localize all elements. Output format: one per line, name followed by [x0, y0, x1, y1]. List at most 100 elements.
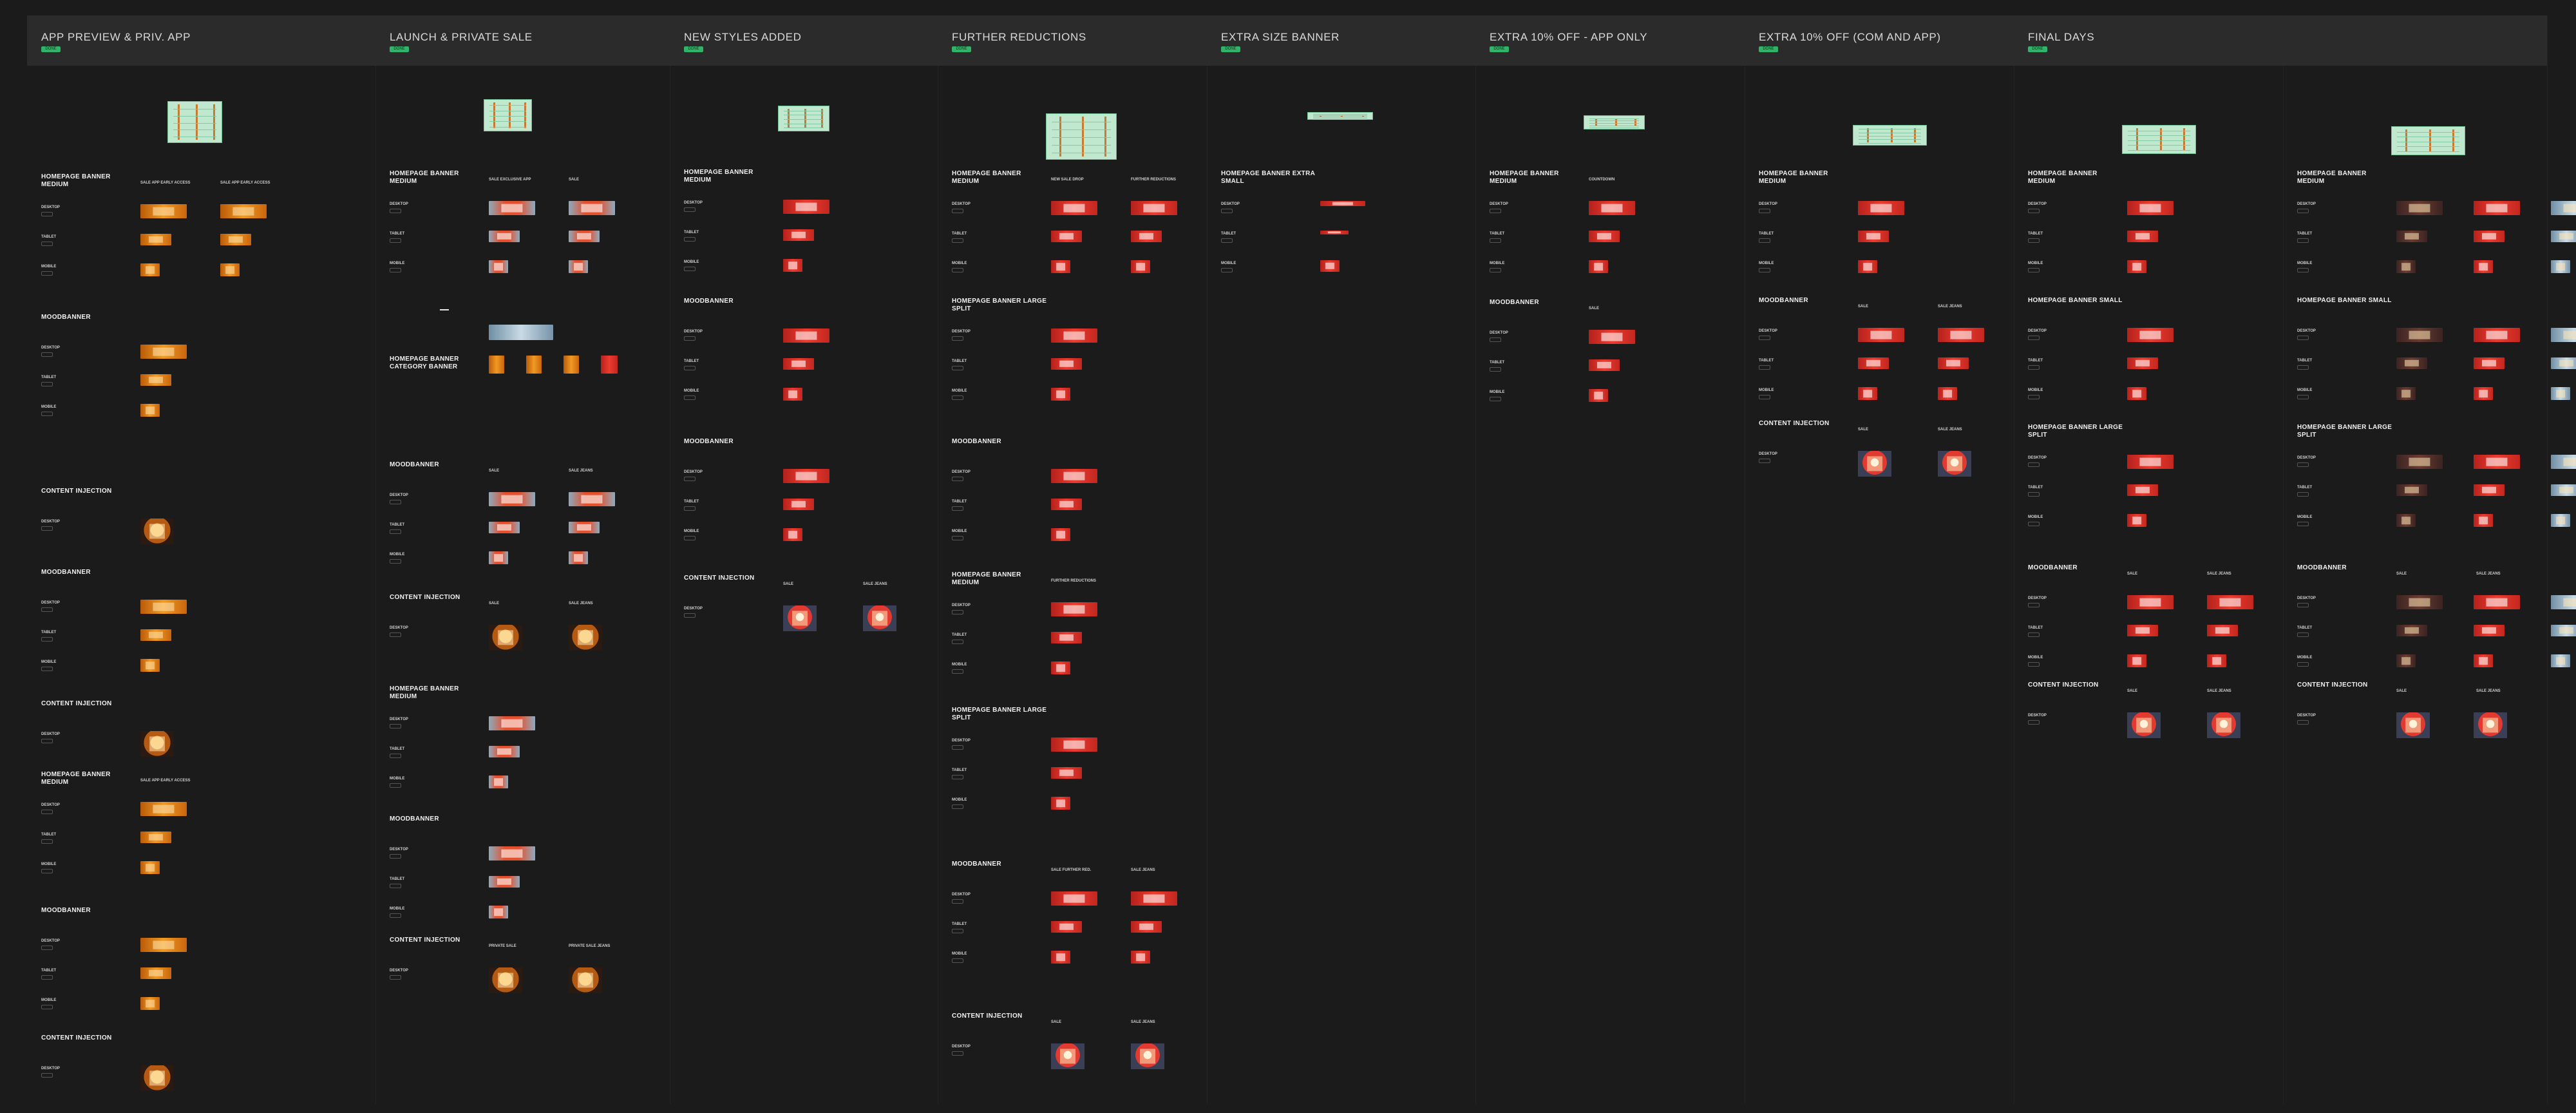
banner-preview[interactable] — [1051, 231, 1082, 242]
banner-preview[interactable] — [569, 551, 588, 564]
board-column[interactable]: FINAL DAYS DONE HOMEPAGE BANNER MEDIUM DESK… — [2014, 15, 2284, 1104]
banner-preview[interactable] — [2207, 625, 2238, 636]
banner-preview[interactable] — [2474, 260, 2493, 273]
banner-preview[interactable] — [220, 204, 267, 218]
banner-preview[interactable] — [140, 234, 171, 245]
banner-preview[interactable] — [1938, 387, 1957, 400]
banner-preview[interactable] — [2551, 514, 2570, 527]
banner-preview[interactable] — [489, 876, 520, 888]
banner-preview[interactable] — [1051, 201, 1097, 215]
banner-preview[interactable] — [489, 201, 535, 215]
banner-preview[interactable] — [1320, 260, 1340, 272]
board-column[interactable]: FURTHER REDUCTIONS DONE HOMEPAGE BANNER ME… — [938, 15, 1208, 1104]
banner-preview[interactable] — [2551, 260, 2570, 273]
banner-preview[interactable] — [489, 551, 508, 564]
banner-preview[interactable] — [1589, 330, 1635, 344]
column-header[interactable] — [2283, 15, 2547, 66]
board-column[interactable]: EXTRA SIZE BANNER DONE HOMEPAGE BANNER EXT… — [1207, 15, 1476, 1104]
banner-preview[interactable] — [2396, 455, 2443, 469]
banner-preview[interactable] — [783, 229, 814, 241]
banner-preview[interactable] — [1051, 661, 1070, 674]
category-tile[interactable] — [526, 356, 542, 374]
banner-preview[interactable] — [1858, 260, 1877, 273]
column-header[interactable]: FURTHER REDUCTIONS DONE — [938, 15, 1207, 66]
banner-preview[interactable] — [2127, 260, 2146, 273]
banner-preview[interactable] — [2474, 712, 2507, 738]
banner-preview[interactable] — [1589, 389, 1608, 402]
banner-preview[interactable] — [2551, 654, 2570, 667]
banner-preview[interactable] — [140, 832, 171, 843]
banner-preview[interactable] — [1051, 499, 1082, 510]
board-column[interactable]: APP PREVIEW & PRIV. APP DONE HOMEPAGE BANN… — [27, 15, 376, 1104]
banner-preview[interactable] — [2127, 231, 2158, 242]
banner-preview[interactable] — [2551, 387, 2570, 400]
banner-preview[interactable] — [1938, 451, 1971, 477]
column-header[interactable]: FINAL DAYS DONE — [2014, 15, 2283, 66]
banner-preview[interactable] — [2127, 387, 2146, 400]
banner-preview[interactable] — [140, 802, 187, 816]
banner-preview[interactable] — [1320, 231, 1349, 234]
banner-preview[interactable] — [569, 967, 602, 993]
banner-preview[interactable] — [1131, 1043, 1164, 1069]
banner-preview[interactable] — [569, 260, 588, 273]
banner-preview[interactable] — [2396, 231, 2427, 242]
banner-preview[interactable] — [569, 231, 600, 242]
homepage-preview-thumbnail[interactable] — [484, 99, 532, 131]
banner-preview[interactable] — [1051, 388, 1070, 401]
banner-preview[interactable] — [1051, 328, 1097, 343]
banner-preview[interactable] — [1589, 201, 1635, 215]
banner-preview[interactable] — [1589, 359, 1620, 371]
banner-preview[interactable] — [1858, 387, 1877, 400]
banner-preview[interactable] — [2127, 595, 2174, 609]
banner-preview[interactable] — [2127, 654, 2146, 667]
column-header[interactable]: EXTRA 10% OFF (COM AND APP) DONE — [1745, 15, 2014, 66]
homepage-preview-thumbnail[interactable] — [1853, 125, 1927, 146]
banner-preview[interactable] — [140, 967, 171, 979]
banner-preview[interactable] — [140, 938, 187, 952]
banner-preview[interactable] — [2551, 231, 2576, 242]
banner-preview[interactable] — [1589, 231, 1620, 242]
banner-preview[interactable] — [2551, 357, 2576, 369]
column-header[interactable]: LAUNCH & PRIVATE SALE DONE — [375, 15, 670, 66]
banner-preview[interactable] — [1858, 328, 1904, 342]
banner-preview[interactable] — [140, 600, 187, 614]
banner-preview[interactable] — [140, 345, 187, 359]
banner-preview[interactable] — [1131, 201, 1177, 215]
banner-preview[interactable] — [489, 260, 508, 273]
banner-preview[interactable] — [2474, 625, 2505, 636]
homepage-preview-thumbnail[interactable] — [1046, 113, 1117, 160]
banner-preview[interactable] — [2127, 712, 2161, 738]
banner-preview[interactable] — [783, 259, 802, 272]
banner-preview[interactable] — [783, 200, 829, 214]
board-column[interactable]: EXTRA 10% OFF (COM AND APP) DONE HOMEPAGE … — [1745, 15, 2014, 1104]
banner-preview[interactable] — [2474, 455, 2520, 469]
banner-preview[interactable] — [2396, 595, 2443, 609]
homepage-preview-thumbnail[interactable] — [2391, 126, 2465, 155]
banner-preview[interactable] — [1051, 602, 1097, 616]
homepage-preview-thumbnail[interactable] — [778, 106, 829, 131]
banner-preview[interactable] — [2127, 484, 2158, 496]
banner-preview[interactable] — [783, 499, 814, 510]
banner-preview[interactable] — [1051, 632, 1082, 643]
banner-preview[interactable] — [489, 775, 508, 788]
banner-preview[interactable] — [2474, 357, 2505, 369]
banner-preview[interactable] — [489, 967, 522, 993]
banner-preview[interactable] — [2127, 514, 2146, 527]
banner-preview[interactable] — [2474, 201, 2520, 215]
banner-preview[interactable] — [2127, 201, 2174, 215]
banner-preview[interactable] — [2551, 201, 2576, 215]
column-header[interactable]: EXTRA 10% OFF - APP ONLY DONE — [1475, 15, 1745, 66]
banner-preview[interactable] — [2396, 712, 2430, 738]
board-column[interactable]: NEW STYLES ADDED DONE HOMEPAGE BANNER MEDI… — [670, 15, 938, 1104]
banner-preview[interactable] — [569, 201, 615, 215]
banner-preview[interactable] — [2207, 595, 2253, 609]
banner-preview[interactable] — [2396, 654, 2416, 667]
banner-preview[interactable] — [2551, 484, 2576, 496]
board-column[interactable]: LAUNCH & PRIVATE SALE DONE HOMEPAGE BANNER… — [375, 15, 670, 1104]
banner-preview[interactable] — [2396, 484, 2427, 496]
homepage-preview-thumbnail[interactable] — [2122, 125, 2196, 154]
banner-preview[interactable] — [2551, 625, 2576, 636]
banner-preview[interactable] — [2127, 328, 2174, 342]
banner-preview[interactable] — [2551, 328, 2576, 342]
banner-preview[interactable] — [140, 997, 160, 1010]
